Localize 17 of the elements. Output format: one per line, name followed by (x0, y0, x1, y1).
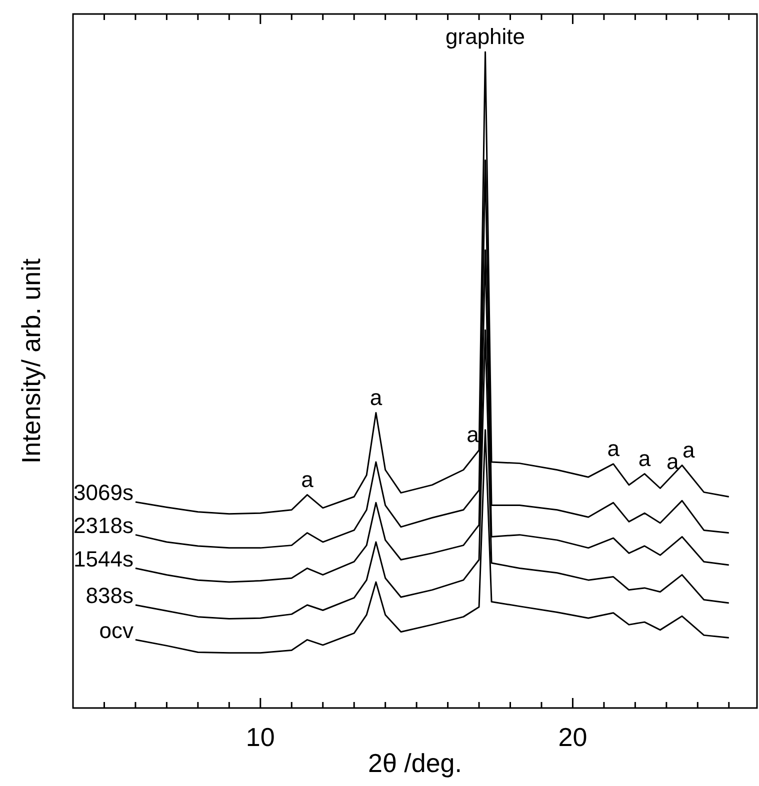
y-axis-title: Intensity/ arb. unit (16, 258, 46, 464)
annotation: a (638, 446, 652, 471)
series-label: 2318s (74, 512, 134, 538)
x-tick-label: 10 (246, 722, 275, 752)
annotation: a (370, 384, 383, 410)
annotation: graphite (446, 24, 526, 49)
annotation: a (682, 437, 696, 462)
series-label: ocv (99, 618, 134, 643)
annotation: a (607, 436, 620, 461)
x-axis-title: 2θ /deg. (368, 748, 462, 778)
series-label: 3069s (74, 480, 134, 506)
annotation: a (666, 449, 680, 474)
annotation: a (466, 422, 480, 448)
series-label: 1544s (74, 546, 134, 572)
annotation: a (301, 466, 314, 492)
series-label: 838s (86, 583, 134, 608)
x-tick-label: 20 (558, 722, 588, 752)
